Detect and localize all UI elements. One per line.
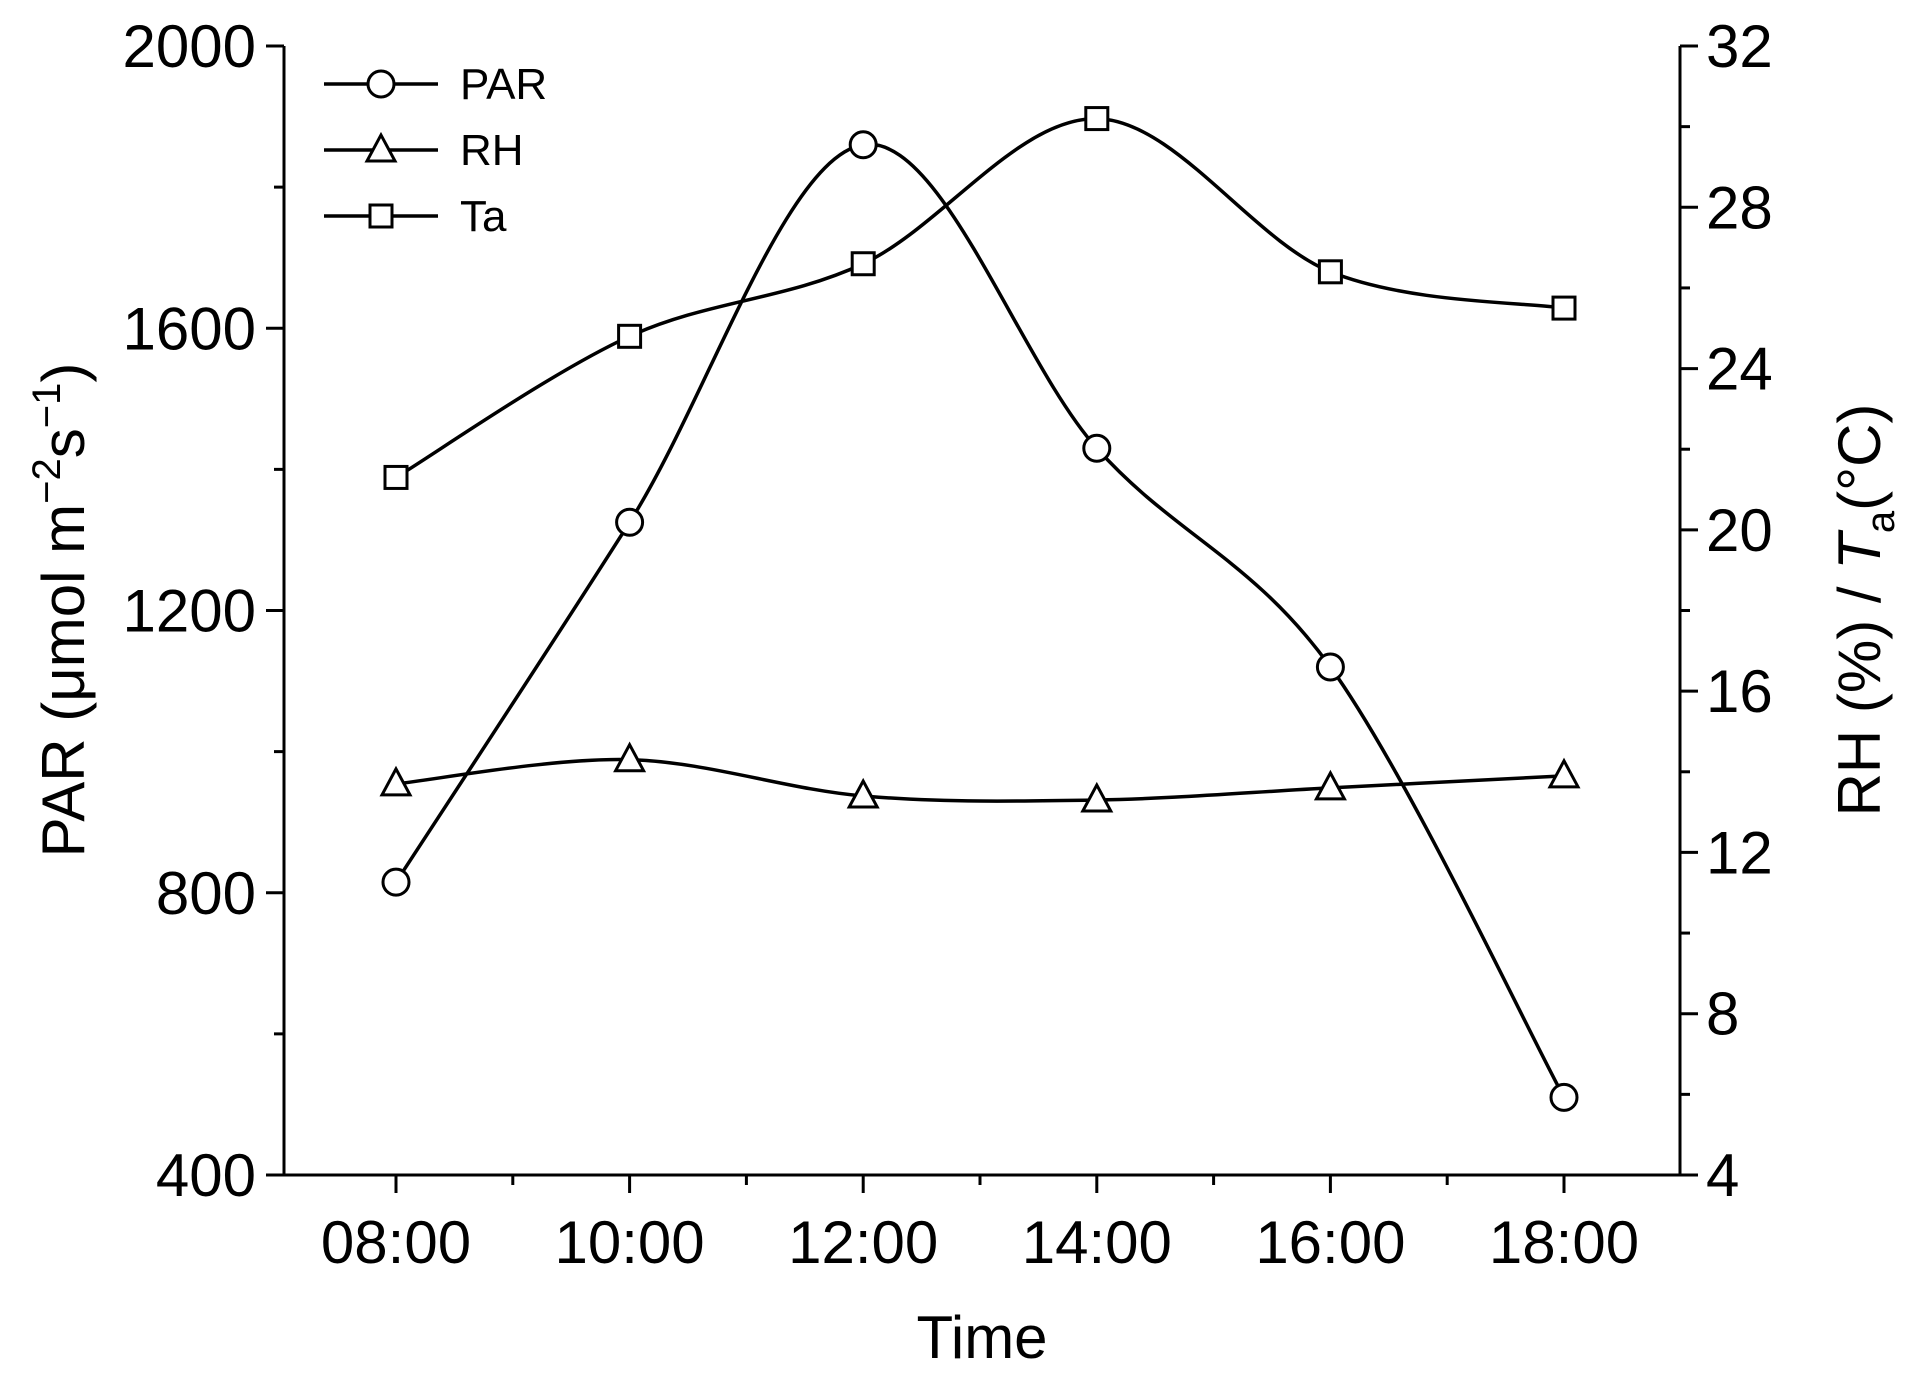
data-point-rh [846,777,880,809]
right-y-title-prefix: RH (%) / [1826,570,1893,817]
data-point-rh [613,741,647,773]
data-point-par [1315,652,1345,682]
legend-marker-ta [368,203,394,229]
data-point-rh [1547,757,1581,789]
right-y-axis-title: RH (%) / Ta(°C) [1826,404,1903,817]
x-ticks: 08:00 10:00 12:00 14:00 16:00 18:00 [321,1175,1639,1276]
data-point-par [1082,433,1112,463]
right-y-tick-label: 4 [1706,1142,1739,1209]
left-y-tick-label: 400 [156,1142,256,1209]
left-y-title-exp2: −1 [25,383,69,429]
x-tick-label: 08:00 [321,1209,471,1276]
data-point-par [1549,1082,1579,1112]
data-point-ta [617,323,643,349]
x-tick-label: 16:00 [1255,1209,1405,1276]
legend: PAR RH Ta [324,60,547,241]
series-rh [379,741,1581,813]
data-point-par [381,867,411,897]
x-tick-label: 10:00 [555,1209,705,1276]
left-y-title-exp1: −2 [25,458,69,504]
right-y-tick-label: 28 [1706,174,1773,241]
left-y-title-mid: s [30,428,97,458]
right-y-title-suffix: (°C) [1826,404,1893,511]
left-y-title-prefix: PAR (μmol m [30,504,97,857]
series-par [381,130,1579,1112]
data-point-rh [1080,781,1114,813]
right-y-ticks: 4 8 12 16 20 24 28 32 [1680,13,1773,1209]
left-y-axis-title: PAR (μmol m−2s−1) [25,363,97,858]
right-y-tick-label: 8 [1706,981,1739,1048]
right-y-tick-label: 20 [1706,497,1773,564]
left-y-tick-label: 1200 [123,578,256,645]
legend-label-rh: RH [460,126,524,175]
x-tick-label: 18:00 [1489,1209,1639,1276]
series-line-par [394,142,1566,1099]
legend-label-ta: Ta [460,192,507,241]
x-tick-label: 12:00 [788,1209,938,1276]
left-y-tick-label: 800 [156,860,256,927]
right-y-title-subscript: a [1859,510,1903,533]
series-ta [383,106,1577,490]
left-y-title-suffix: ) [30,363,97,383]
data-point-par [848,130,878,160]
data-point-rh [1313,769,1347,801]
legend-marker-rh [364,131,398,163]
data-point-ta [383,464,409,490]
data-point-ta [850,251,876,277]
data-point-rh [379,765,413,797]
x-axis-title: Time [916,1304,1047,1371]
right-y-tick-label: 12 [1706,819,1773,886]
data-point-ta [1551,295,1577,321]
series-line-rh [395,757,1565,803]
legend-marker-par [366,69,396,99]
left-y-tick-label: 2000 [123,13,256,80]
series-line-ta [395,116,1565,479]
legend-label-par: PAR [460,60,547,109]
right-y-tick-label: 32 [1706,13,1773,80]
right-y-title-italic: T [1826,529,1893,570]
data-point-ta [1317,259,1343,285]
right-y-tick-label: 24 [1706,336,1773,403]
left-y-ticks: 400 800 1200 1600 2000 [123,13,284,1209]
data-point-ta [1084,106,1110,132]
data-point-par [615,507,645,537]
right-y-tick-label: 16 [1706,658,1773,725]
left-y-tick-label: 1600 [123,295,256,362]
x-tick-label: 14:00 [1022,1209,1172,1276]
series-layer [379,106,1581,1112]
